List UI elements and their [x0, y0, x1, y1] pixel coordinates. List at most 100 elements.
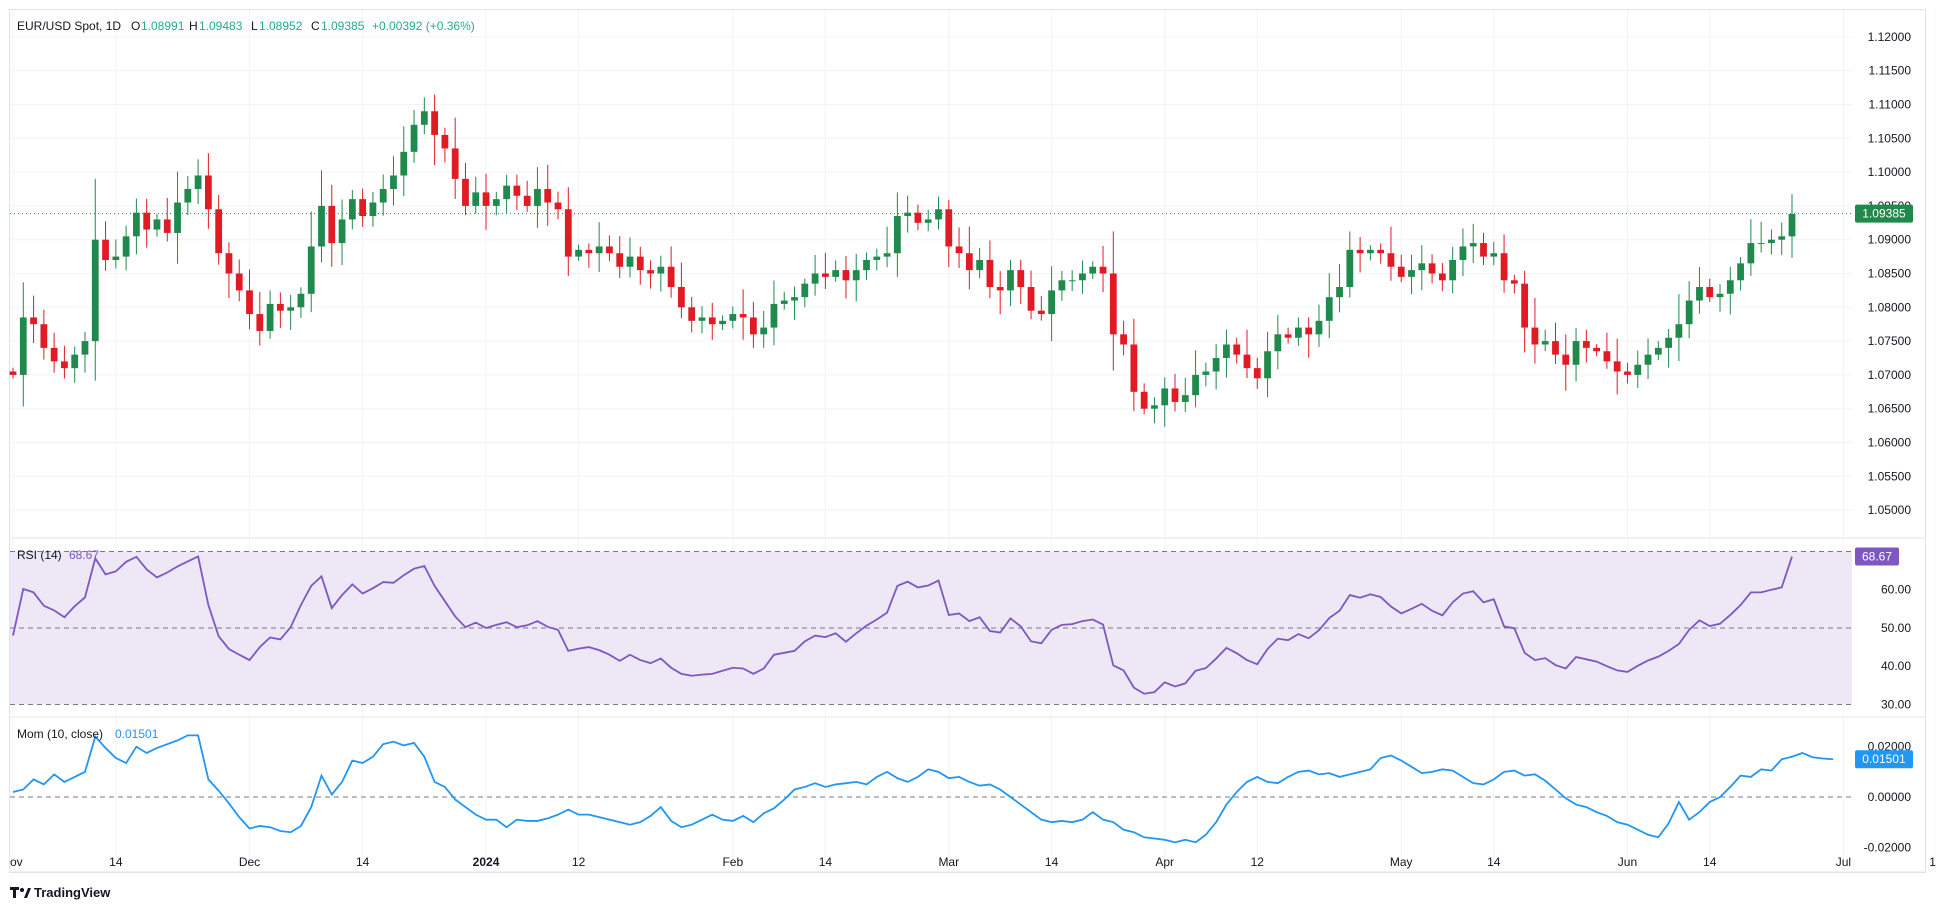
open-label: O — [131, 19, 140, 33]
candle-body — [1130, 344, 1138, 392]
low-label: L — [251, 19, 258, 33]
last-price-label: 1.09385 — [1862, 207, 1906, 221]
candle-body — [492, 199, 500, 206]
candle-body — [390, 175, 397, 189]
candle-body — [133, 212, 140, 237]
candle-body — [1562, 354, 1570, 365]
candle-body — [688, 307, 696, 321]
candle-body — [50, 347, 58, 362]
candle-body — [307, 246, 315, 294]
candle-body — [1757, 243, 1765, 245]
rsi-tick-label: 40.00 — [1881, 659, 1911, 673]
mom-tick-label: -0.02000 — [1864, 840, 1912, 854]
candle-body — [225, 253, 233, 274]
candle-body — [1768, 239, 1775, 244]
price-tick-label: 1.07500 — [1868, 334, 1912, 348]
candle-body — [328, 205, 336, 244]
mom-value-badge — [1855, 750, 1913, 769]
candle-body — [821, 273, 829, 277]
rsi-value-label: 68.67 — [1862, 550, 1892, 564]
candle-body — [441, 134, 449, 149]
price-tick-label: 1.11000 — [1869, 98, 1912, 112]
candle-body — [1284, 334, 1292, 338]
candle-body — [678, 287, 685, 308]
candle-body — [338, 219, 346, 244]
rsi-pane[interactable] — [10, 550, 1852, 705]
candle-body — [1233, 344, 1241, 355]
candle-body — [153, 219, 161, 230]
candle-body — [246, 290, 253, 315]
candle-body — [1356, 249, 1364, 254]
close-label: C — [311, 19, 320, 33]
x-tick-label: 14 — [1045, 855, 1059, 869]
candle-body — [1192, 374, 1199, 396]
candle-body — [1048, 290, 1056, 315]
candle-body — [1027, 287, 1035, 311]
mom-value: 0.01501 — [115, 727, 159, 741]
candle-body — [1037, 310, 1045, 315]
candle-body — [1120, 334, 1127, 345]
symbol-title: EUR/USD Spot, 1D — [17, 19, 121, 33]
candle-body — [1295, 327, 1302, 338]
x-tick-label: 14 — [109, 855, 123, 869]
candle-body — [657, 266, 665, 274]
candle-body — [287, 307, 295, 311]
candle-body — [1223, 344, 1230, 358]
x-tick-label: 12 — [1251, 855, 1265, 869]
x-tick-label: Mar — [938, 855, 959, 869]
candle-body — [462, 178, 469, 206]
candle-body — [102, 239, 109, 260]
x-tick-label: 14 — [1487, 855, 1501, 869]
candle-body — [544, 189, 552, 203]
high-label: H — [189, 19, 198, 33]
price-tick-label: 1.08000 — [1868, 300, 1912, 314]
price-pane[interactable] — [9, 94, 1852, 427]
brand-name[interactable]: TradingView — [34, 885, 111, 900]
candle-body — [873, 256, 881, 260]
x-tick-label: May — [1390, 855, 1413, 869]
candle-body — [1243, 354, 1251, 369]
candle-body — [780, 300, 788, 304]
x-tick-label: ov — [10, 855, 23, 869]
candle-body — [1377, 249, 1385, 254]
candle-body — [256, 314, 264, 331]
x-tick-label: Dec — [239, 855, 260, 869]
candle-body — [1737, 263, 1744, 281]
candle-body — [1418, 263, 1426, 271]
x-tick-label: Jun — [1618, 855, 1637, 869]
candle-body — [1253, 368, 1261, 379]
momentum-pane[interactable] — [10, 734, 1852, 844]
candle-body — [1264, 351, 1271, 379]
candle-body — [1654, 347, 1662, 355]
tradingview-logo-icon[interactable] — [10, 887, 31, 898]
candle-body — [1325, 297, 1333, 321]
candle-body — [1161, 388, 1169, 406]
candle-body — [143, 212, 151, 230]
candle-body — [904, 212, 912, 217]
candle-body — [976, 259, 984, 271]
candle-body — [1726, 280, 1734, 294]
candle-body — [729, 314, 737, 321]
rsi-tick-label: 60.00 — [1881, 583, 1911, 597]
candle-body — [1510, 280, 1518, 284]
grid-lines — [9, 9, 1936, 873]
candle-body — [379, 189, 387, 203]
x-tick-label: 14 — [819, 855, 833, 869]
candle-body — [606, 246, 613, 254]
candle-body — [554, 202, 562, 210]
candle-body — [924, 219, 932, 223]
candle-body — [1408, 270, 1415, 277]
candle-body — [1696, 287, 1703, 301]
price-tick-label: 1.11500 — [1869, 64, 1912, 78]
candle-body — [626, 256, 634, 267]
axes: ov 14 Dec 14 2024 12 Feb 14 Mar 14 Apr 12 May 14 Jun 14… — [10, 30, 1936, 869]
candle-body — [986, 259, 994, 288]
candle-body — [91, 239, 99, 342]
price-tick-label: 1.10500 — [1868, 131, 1912, 145]
candle-body — [1531, 327, 1539, 345]
chart-frame — [9, 9, 1926, 873]
candle-body — [739, 314, 747, 318]
candle-body — [71, 354, 79, 369]
candle-body — [122, 236, 130, 257]
